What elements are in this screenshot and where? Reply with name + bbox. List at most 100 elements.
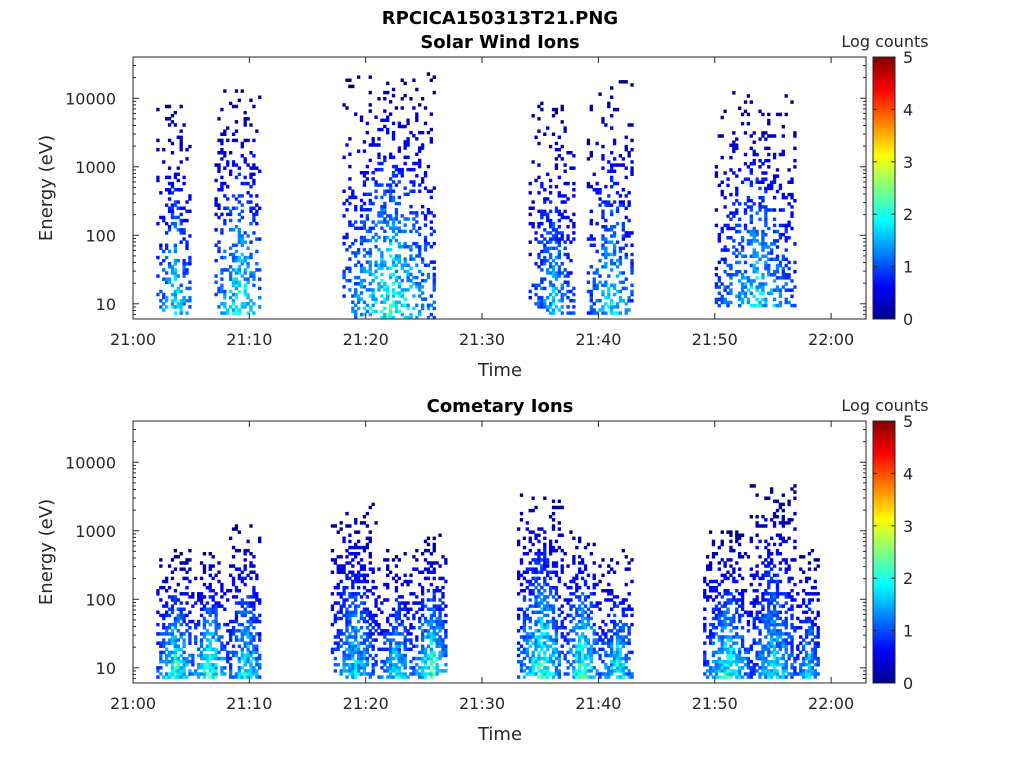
- heatmap-cell: [572, 231, 576, 235]
- heatmap-cell: [359, 118, 364, 123]
- heatmap-cell: [548, 592, 553, 596]
- heatmap-cell: [182, 295, 186, 300]
- heatmap-cell: [589, 265, 593, 269]
- heatmap-cell: [356, 653, 361, 658]
- heatmap-cell: [435, 622, 439, 627]
- heatmap-cell: [342, 666, 346, 670]
- heatmap-cell: [217, 240, 221, 244]
- heatmap-cell: [781, 223, 785, 228]
- heatmap-cell: [706, 669, 710, 673]
- heatmap-cell: [429, 619, 433, 624]
- heatmap-cell: [566, 311, 570, 315]
- heatmap-cell: [345, 585, 349, 590]
- heatmap-cell: [740, 248, 745, 252]
- heatmap-cell: [551, 524, 556, 528]
- heatmap-cell: [546, 622, 550, 627]
- heatmap-cell: [380, 204, 384, 209]
- heatmap-cell: [345, 561, 349, 565]
- heatmap-cell: [368, 539, 372, 544]
- heatmap-cell: [540, 552, 544, 556]
- heatmap-cell: [775, 285, 780, 289]
- heatmap-cell: [586, 656, 591, 661]
- heatmap-cell: [595, 641, 599, 645]
- heatmap-cell: [423, 647, 428, 652]
- heatmap-cell: [444, 558, 448, 562]
- heatmap-cell: [604, 280, 608, 284]
- heatmap-cell: [755, 545, 759, 550]
- heatmap-cell: [595, 286, 599, 291]
- heatmap-cell: [717, 675, 721, 679]
- heatmap-cell: [764, 146, 768, 151]
- heatmap-cell: [211, 672, 215, 676]
- heatmap-cell: [630, 252, 634, 257]
- heatmap-cell: [409, 248, 413, 252]
- heatmap-cell: [377, 97, 381, 101]
- heatmap-cell: [624, 206, 628, 210]
- heatmap-cell: [604, 265, 608, 269]
- heatmap-cell: [394, 201, 399, 206]
- heatmap-cell: [621, 228, 625, 232]
- heatmap-cell: [770, 242, 774, 246]
- heatmap-cell: [516, 573, 521, 578]
- heatmap-cell: [380, 195, 384, 200]
- heatmap-cell: [173, 598, 178, 602]
- heatmap-cell: [400, 653, 404, 658]
- heatmap-cell: [563, 240, 567, 244]
- heatmap-cell: [170, 610, 175, 615]
- heatmap-cell: [738, 604, 742, 608]
- heatmap-cell: [191, 659, 195, 664]
- heatmap-cell: [548, 252, 553, 257]
- heatmap-cell: [755, 564, 759, 568]
- heatmap-cell: [403, 647, 407, 652]
- heatmap-cell: [592, 561, 596, 565]
- heatmap-cell: [615, 265, 620, 269]
- heatmap-cell: [205, 619, 210, 624]
- heatmap-cell: [534, 647, 538, 652]
- heatmap-cell: [601, 265, 605, 269]
- heatmap-cell: [354, 315, 358, 320]
- heatmap-cell: [388, 177, 393, 181]
- heatmap-cell: [711, 585, 716, 590]
- heatmap-cell: [566, 181, 570, 186]
- heatmap-cell: [156, 221, 160, 226]
- heatmap-cell: [237, 601, 242, 605]
- heatmap-cell: [729, 650, 733, 655]
- heatmap-cell: [383, 124, 387, 129]
- heatmap-cell: [359, 653, 364, 658]
- heatmap-cell: [607, 292, 611, 297]
- heatmap-cell: [365, 650, 370, 655]
- heatmap-cell: [708, 579, 713, 584]
- heatmap-cell: [706, 635, 710, 639]
- heatmap-cell: [359, 282, 364, 286]
- heatmap-cell: [208, 585, 212, 590]
- heatmap-cell: [362, 192, 367, 197]
- heatmap-cell: [540, 184, 544, 189]
- heatmap-cell: [214, 650, 218, 655]
- heatmap-cell: [234, 89, 239, 93]
- heatmap-cell: [371, 137, 375, 141]
- heatmap-cell: [711, 632, 716, 636]
- heatmap-cell: [537, 240, 541, 244]
- heatmap-cell: [374, 521, 378, 525]
- heatmap-cell: [240, 650, 244, 655]
- heatmap-cell: [348, 220, 352, 224]
- heatmap-cell: [354, 610, 358, 615]
- heatmap-cell: [246, 246, 250, 251]
- heatmap-cell: [240, 144, 244, 149]
- heatmap-cell: [540, 632, 544, 636]
- heatmap-cell: [592, 308, 596, 312]
- heatmap-cell: [575, 622, 579, 627]
- heatmap-cell: [740, 666, 745, 670]
- heatmap-cell: [237, 629, 242, 633]
- heatmap-cell: [548, 635, 553, 639]
- heatmap-cell: [243, 292, 247, 297]
- heatmap-cell: [738, 291, 742, 295]
- heatmap-cell: [374, 663, 378, 667]
- heatmap-cell: [435, 663, 439, 667]
- heatmap-cell: [391, 294, 396, 298]
- heatmap-cell: [339, 669, 343, 673]
- heatmap-cell: [432, 607, 436, 611]
- heatmap-cell: [237, 212, 242, 217]
- heatmap-cell: [179, 669, 183, 673]
- heatmap-cell: [749, 536, 753, 541]
